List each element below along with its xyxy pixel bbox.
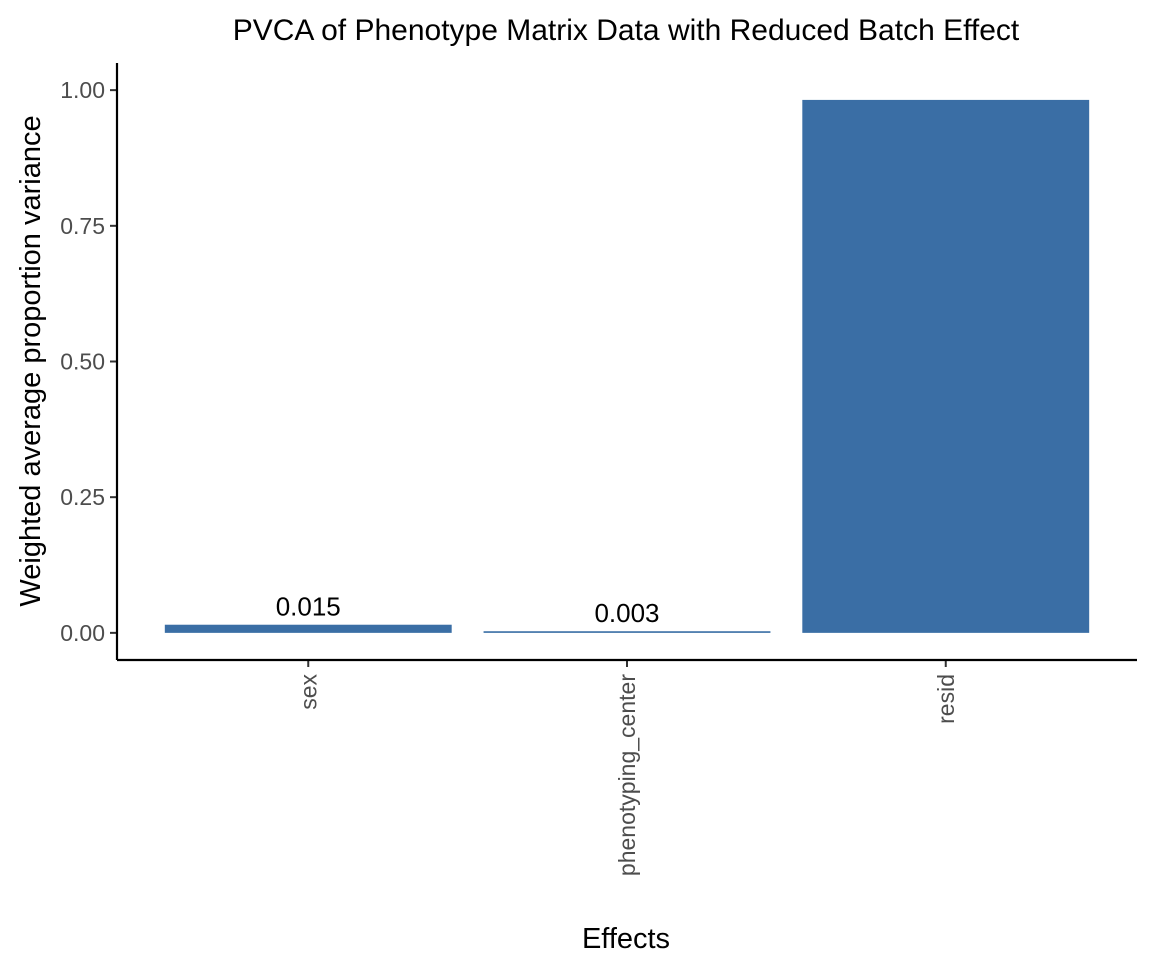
y-axis-title: Weighted average proportion variance [15,115,47,606]
x-axis-title: Effects [582,923,670,955]
x-tick-labels: sex phenotyping_center resid [295,674,959,877]
x-tick-label: phenotyping_center [614,674,640,876]
chart-title: PVCA of Phenotype Matrix Data with Reduc… [233,14,1020,47]
bar [483,631,771,633]
y-tick-label: 0.25 [60,484,105,510]
data-labels: 0.015 0.003 [276,592,660,629]
data-label: 0.015 [276,592,341,622]
y-tick-label: 0.00 [60,620,105,646]
data-label: 0.003 [594,598,659,628]
bar [802,99,1090,633]
y-tick-label: 1.00 [60,77,105,103]
y-tick-label: 0.75 [60,213,105,239]
x-tick-label: resid [933,674,959,724]
y-tick-labels: 0.00 0.25 0.50 0.75 1.00 [60,77,105,646]
bar [164,624,452,633]
y-tick-label: 0.50 [60,349,105,375]
bars-group [164,99,1090,633]
x-tick-label: sex [295,674,321,710]
